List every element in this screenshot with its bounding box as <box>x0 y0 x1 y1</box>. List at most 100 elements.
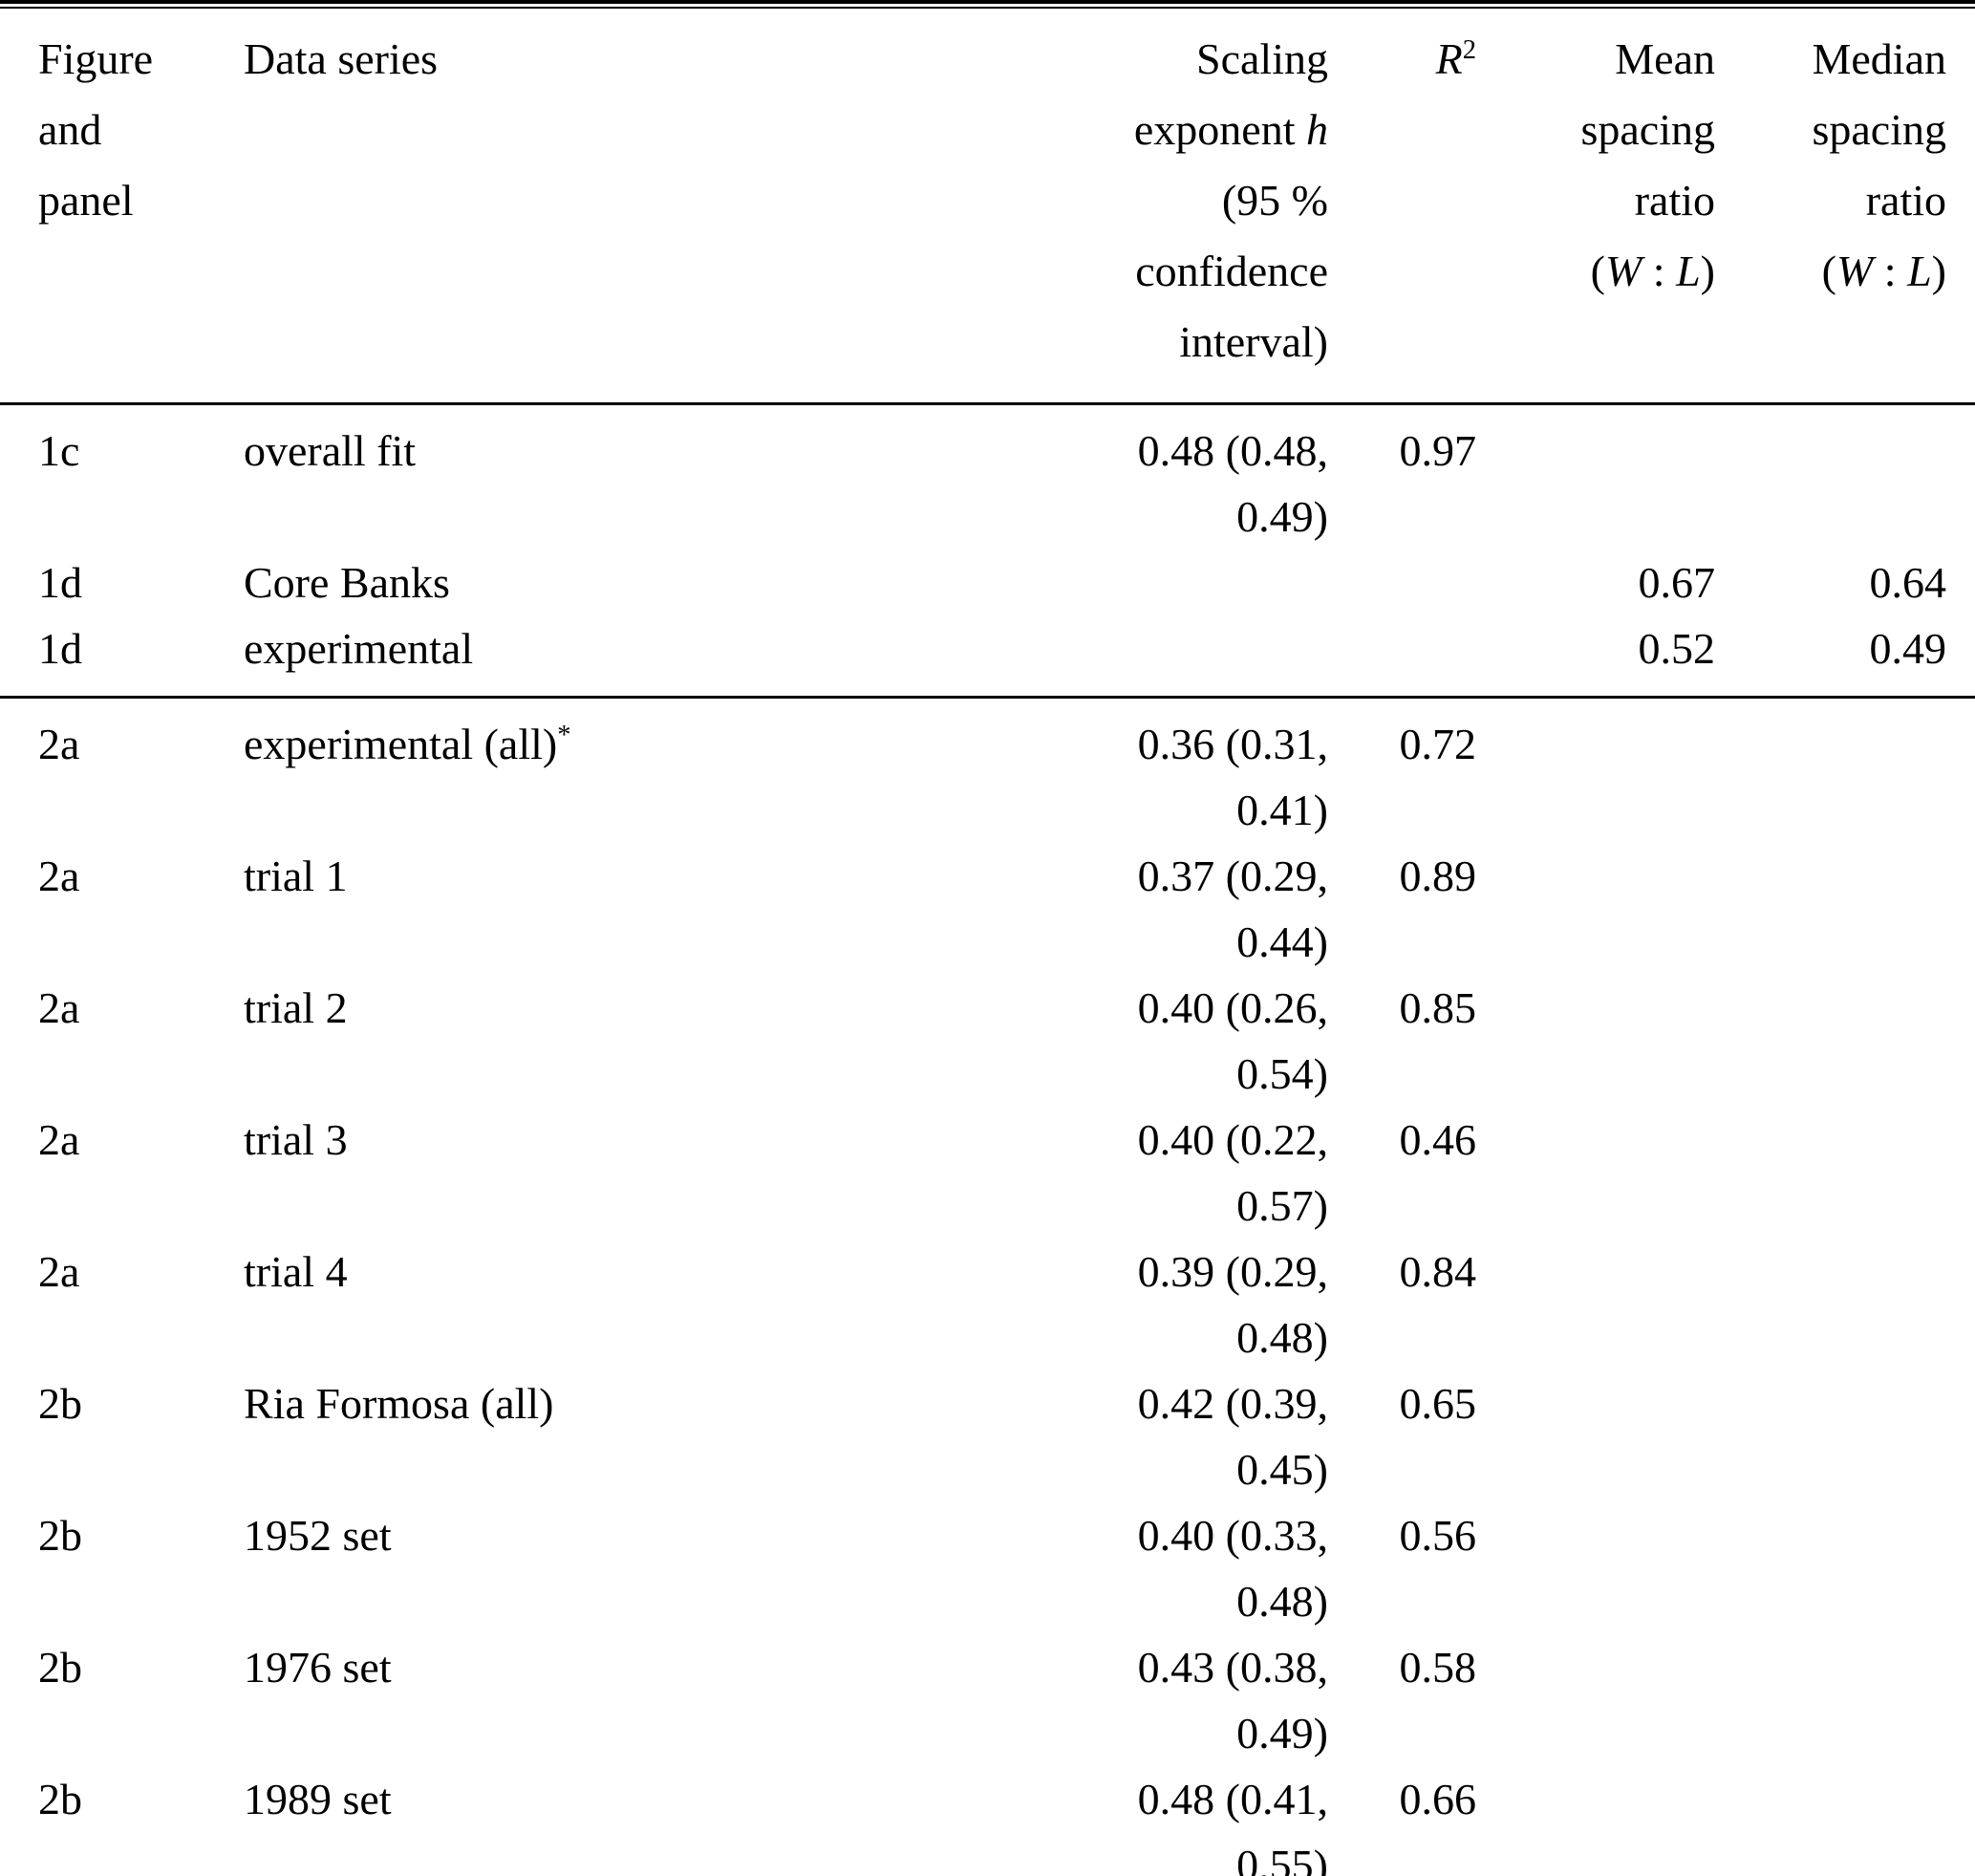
cell-r-squared: 0.89 <box>1399 852 1477 900</box>
cell-data-series: Core Banks <box>244 558 450 607</box>
cell-median-spacing-ratio: 0.64 <box>1869 558 1947 607</box>
cell-median-spacing-ratio <box>1715 843 1975 975</box>
cell-figure-panel: 2a <box>38 720 80 768</box>
cell-median-spacing-ratio <box>1715 1502 1975 1634</box>
header-line: (W : L) <box>1590 247 1715 295</box>
cell-mean-spacing-ratio <box>1476 1107 1715 1239</box>
table-row: 2b 1976 set 0.43 (0.38, 0.49) 0.58 <box>0 1634 1975 1766</box>
cell-r-squared: 0.72 <box>1399 720 1477 768</box>
header-figure-panel: Figure and panel <box>0 9 244 404</box>
header-line: interval) <box>1179 317 1328 366</box>
cell-mean-spacing-ratio <box>1476 975 1715 1107</box>
cell-figure-panel: 2b <box>38 1511 82 1560</box>
top-rule <box>0 0 1975 9</box>
cell-data-series: Ria Formosa (all) <box>244 1379 554 1428</box>
series-label: experimental (all) <box>244 720 558 768</box>
header-line: spacing <box>1580 105 1715 154</box>
cell-r-squared <box>1328 550 1476 615</box>
cell-data-series: trial 2 <box>244 983 348 1032</box>
cell-mean-spacing-ratio <box>1476 1502 1715 1634</box>
table-header: Figure and panel Data series Scaling exp… <box>0 9 1975 404</box>
cell-data-series: 1976 set <box>244 1643 392 1692</box>
cell-figure-panel: 2a <box>38 1115 80 1164</box>
header-line: (W : L) <box>1821 247 1946 295</box>
cell-figure-panel: 2a <box>38 983 80 1032</box>
table-row: 2a trial 1 0.37 (0.29, 0.44) 0.89 <box>0 843 1975 975</box>
cell-scaling-exponent <box>1084 615 1328 698</box>
cell-data-series: experimental <box>244 624 474 673</box>
footnote-asterisk: * <box>557 721 571 751</box>
header-line: R2 <box>1435 34 1476 83</box>
cell-data-series: trial 4 <box>244 1247 348 1296</box>
cell-mean-spacing-ratio <box>1476 404 1715 550</box>
cell-median-spacing-ratio <box>1715 1766 1975 1876</box>
cell-mean-spacing-ratio: 0.67 <box>1638 558 1716 607</box>
cell-scaling-exponent: 0.48 (0.48, 0.49) <box>1137 426 1328 541</box>
cell-scaling-exponent: 0.42 (0.39, 0.45) <box>1137 1379 1328 1494</box>
cell-figure-panel: 2b <box>38 1775 82 1823</box>
header-row: Figure and panel Data series Scaling exp… <box>0 9 1975 404</box>
table-section-2: 2a experimental (all)* 0.36 (0.31, 0.41) 0.… <box>0 697 1975 1876</box>
cell-figure-panel: 1d <box>38 624 82 673</box>
results-table: Figure and panel Data series Scaling exp… <box>0 9 1975 1876</box>
table-section-1: 1c overall fit 0.48 (0.48, 0.49) 0.97 1d Core… <box>0 404 1975 698</box>
header-data-series: Data series <box>244 9 1084 404</box>
cell-mean-spacing-ratio <box>1476 1370 1715 1502</box>
header-line: spacing <box>1812 105 1946 154</box>
cell-scaling-exponent: 0.40 (0.33, 0.48) <box>1137 1511 1328 1626</box>
cell-figure-panel: 2a <box>38 1247 80 1296</box>
header-line: ratio <box>1634 176 1715 225</box>
cell-mean-spacing-ratio <box>1476 843 1715 975</box>
table-row: 2a trial 2 0.40 (0.26, 0.54) 0.85 <box>0 975 1975 1107</box>
header-line: (95 % confidence <box>1135 176 1328 295</box>
cell-r-squared: 0.46 <box>1399 1115 1477 1164</box>
cell-data-series: 1989 set <box>244 1775 392 1823</box>
cell-r-squared <box>1328 615 1476 698</box>
cell-scaling-exponent: 0.36 (0.31, 0.41) <box>1137 720 1328 834</box>
cell-figure-panel: 1c <box>38 426 80 475</box>
table-row: 1c overall fit 0.48 (0.48, 0.49) 0.97 <box>0 404 1975 550</box>
cell-figure-panel: 2b <box>38 1643 82 1692</box>
header-line: Median <box>1812 34 1946 83</box>
cell-r-squared: 0.58 <box>1399 1643 1477 1692</box>
cell-scaling-exponent: 0.40 (0.22, 0.57) <box>1137 1115 1328 1230</box>
cell-median-spacing-ratio <box>1715 1634 1975 1766</box>
cell-figure-panel: 2b <box>38 1379 82 1428</box>
cell-median-spacing-ratio <box>1715 404 1975 550</box>
cell-r-squared: 0.66 <box>1399 1775 1477 1823</box>
cell-scaling-exponent: 0.37 (0.29, 0.44) <box>1137 852 1328 966</box>
cell-mean-spacing-ratio <box>1476 1766 1715 1876</box>
cell-mean-spacing-ratio <box>1476 1634 1715 1766</box>
cell-r-squared: 0.56 <box>1399 1511 1477 1560</box>
cell-median-spacing-ratio <box>1715 975 1975 1107</box>
cell-median-spacing-ratio <box>1715 1370 1975 1502</box>
cell-scaling-exponent: 0.48 (0.41, 0.55) <box>1137 1775 1328 1876</box>
cell-mean-spacing-ratio: 0.52 <box>1638 624 1716 673</box>
cell-r-squared: 0.97 <box>1399 426 1477 475</box>
cell-r-squared: 0.65 <box>1399 1379 1477 1428</box>
table-row: 2b 1952 set 0.40 (0.33, 0.48) 0.56 <box>0 1502 1975 1634</box>
table-row: 1d Core Banks 0.67 0.64 <box>0 550 1975 615</box>
header-line: and <box>38 105 102 154</box>
header-line: Scaling exponent h <box>1133 34 1328 154</box>
header-median-spacing-ratio: Median spacing ratio (W : L) <box>1715 9 1975 404</box>
cell-median-spacing-ratio <box>1715 698 1975 844</box>
header-line: panel <box>38 176 134 225</box>
cell-data-series: trial 1 <box>244 852 348 900</box>
cell-r-squared: 0.84 <box>1399 1247 1477 1296</box>
header-line: ratio <box>1865 176 1946 225</box>
cell-mean-spacing-ratio <box>1476 698 1715 844</box>
cell-scaling-exponent: 0.40 (0.26, 0.54) <box>1137 983 1328 1098</box>
header-scaling-exponent: Scaling exponent h (95 % confidence inte… <box>1084 9 1328 404</box>
table-row: 2b Ria Formosa (all) 0.42 (0.39, 0.45) 0.65 <box>0 1370 1975 1502</box>
header-r-squared: R2 <box>1328 9 1476 404</box>
cell-figure-panel: 2a <box>38 852 80 900</box>
cell-data-series: experimental (all)* <box>244 698 1084 844</box>
table-row: 1d experimental 0.52 0.49 <box>0 615 1975 698</box>
cell-median-spacing-ratio <box>1715 1107 1975 1239</box>
table-row: 2a trial 4 0.39 (0.29, 0.48) 0.84 <box>0 1239 1975 1370</box>
header-line: Figure <box>38 34 154 83</box>
table-row: 2a experimental (all)* 0.36 (0.31, 0.41) 0.… <box>0 698 1975 844</box>
cell-data-series: overall fit <box>244 426 417 475</box>
